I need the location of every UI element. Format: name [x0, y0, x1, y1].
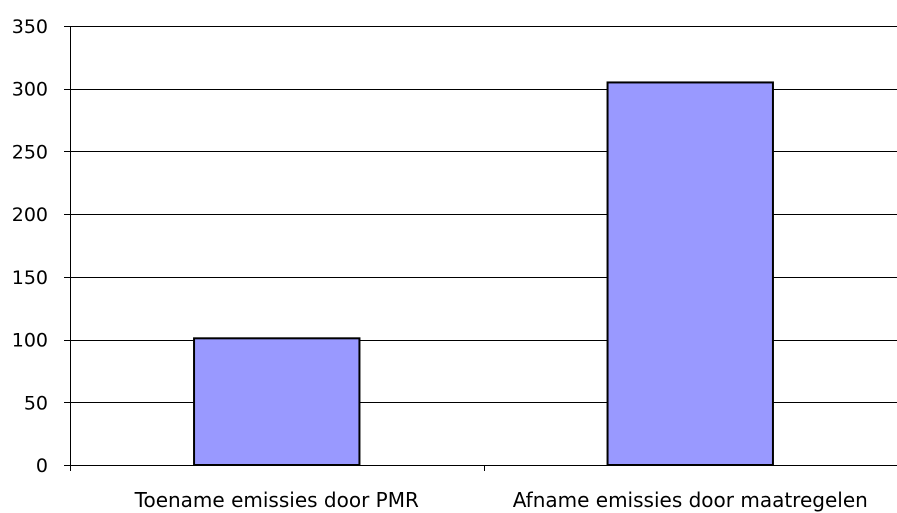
- bars: [193, 81, 774, 466]
- bar-0: [193, 337, 361, 466]
- y-tick-labels: 0 50 100 150 200 250 300 350: [12, 16, 48, 477]
- x-category-label-0: Toename emissies door PMR: [134, 488, 419, 512]
- y-tick-label-200: 200: [12, 204, 48, 226]
- bar-1: [606, 81, 774, 466]
- y-tick-label-250: 250: [12, 141, 48, 163]
- y-tick-label-100: 100: [12, 330, 48, 352]
- y-tick-label-300: 300: [12, 79, 48, 101]
- axes: [64, 26, 897, 471]
- y-tick-label-150: 150: [12, 267, 48, 289]
- y-tick-label-0: 0: [36, 455, 48, 477]
- x-category-label-1: Afname emissies door maatregelen: [513, 488, 868, 512]
- x-category-labels: Toename emissies door PMR Afname emissies…: [134, 488, 868, 512]
- y-tick-label-50: 50: [24, 392, 48, 414]
- y-tick-label-350: 350: [12, 16, 48, 38]
